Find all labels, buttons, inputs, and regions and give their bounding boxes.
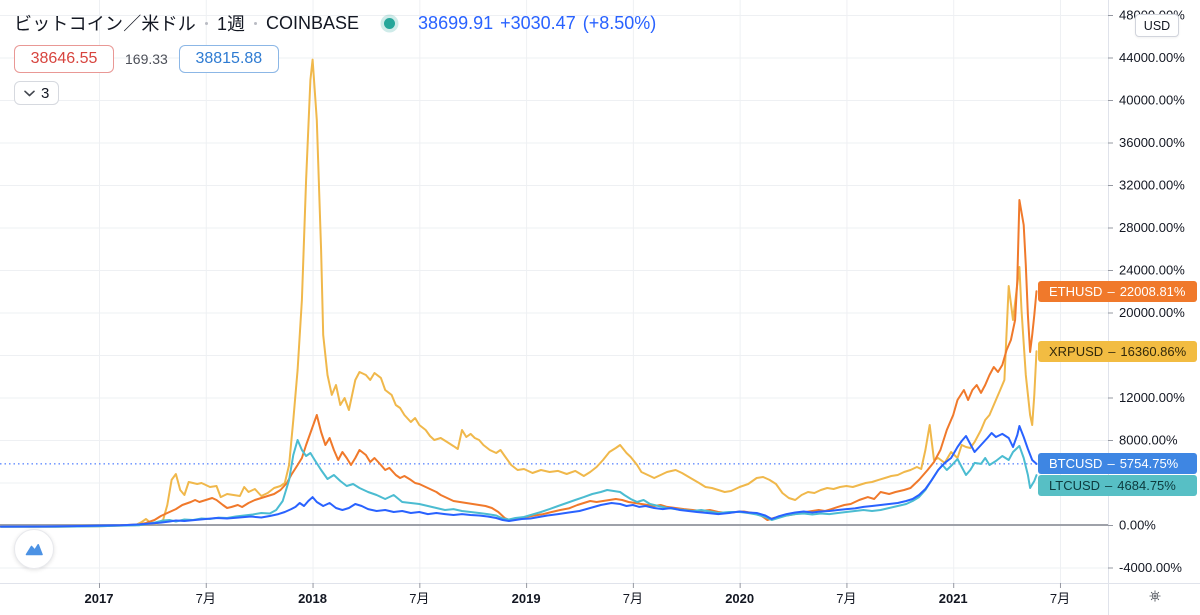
series-label-btcusd[interactable]: BTCUSD –5754.75% xyxy=(1038,453,1197,475)
y-axis-label: 20000.00% xyxy=(1119,305,1185,320)
last-price: 38699.91 xyxy=(418,12,494,33)
x-axis-label: 7月 xyxy=(196,591,216,606)
series-line-btcusd xyxy=(0,425,1038,528)
x-axis-label: 7月 xyxy=(623,591,643,606)
collapsed-indicators-count: 3 xyxy=(41,84,50,102)
series-name: ETHUSD xyxy=(1049,283,1103,299)
price-change-percent: (+8.50%) xyxy=(582,12,657,33)
gear-icon xyxy=(1149,590,1161,602)
y-axis-label: 28000.00% xyxy=(1119,220,1185,235)
y-axis-label: 8000.00% xyxy=(1119,432,1178,447)
y-axis-label: 0.00% xyxy=(1119,517,1156,532)
spread-value: 169.33 xyxy=(125,51,168,67)
series-name: BTCUSD xyxy=(1049,456,1103,472)
y-axis-label: 40000.00% xyxy=(1119,93,1185,108)
price-change: +3030.47 xyxy=(500,12,576,33)
series-axis-value: 16360.86% xyxy=(1120,343,1187,359)
bid-ask-row: 38646.55 169.33 38815.88 xyxy=(14,45,279,73)
y-axis-label: 32000.00% xyxy=(1119,178,1185,193)
currency-unit-button[interactable]: USD xyxy=(1135,14,1179,37)
series-label-xrpusd[interactable]: XRPUSD –16360.86% xyxy=(1038,340,1197,362)
x-axis-label: 7月 xyxy=(409,591,429,606)
y-axis-label: 44000.00% xyxy=(1119,50,1185,65)
collapsed-indicators-button[interactable]: 3 xyxy=(14,81,60,105)
symbol-header[interactable]: ビットコイン／米ドル 1週 COINBASE 38699.91 +3030.47… xyxy=(14,10,656,36)
series-name: XRPUSD xyxy=(1049,343,1104,359)
series-label-ethusd[interactable]: ETHUSD –22008.81% xyxy=(1038,280,1197,302)
gridlines xyxy=(0,0,1108,583)
x-axis-label: 7月 xyxy=(1050,591,1070,606)
x-axis-label: 7月 xyxy=(836,591,856,606)
tick-dash: – xyxy=(1107,456,1115,472)
x-axis-label: 2020 xyxy=(725,591,754,606)
series-axis-value: 4684.75% xyxy=(1117,477,1176,493)
series-axis-value: 5754.75% xyxy=(1119,456,1179,472)
separator-dot-icon xyxy=(205,21,208,25)
y-axis-label: 12000.00% xyxy=(1119,390,1185,405)
timezone-settings-button[interactable] xyxy=(1143,583,1167,609)
symbol-title[interactable]: ビットコイン／米ドル xyxy=(14,14,196,34)
exchange-label[interactable]: COINBASE xyxy=(266,12,360,33)
sell-price-button[interactable]: 38646.55 xyxy=(14,45,114,73)
time-axis[interactable]: 2017 7月 2018 7月 2019 7月 2020 7月 2021 7月 xyxy=(85,583,1071,606)
series-label-ltcusd[interactable]: LTCUSD –4684.75% xyxy=(1038,474,1197,496)
tick-dash: – xyxy=(1107,283,1115,299)
buy-price-button[interactable]: 38815.88 xyxy=(178,45,279,73)
chart-logo-button[interactable] xyxy=(14,529,54,569)
tick-dash: – xyxy=(1108,343,1116,359)
series-line-xrpusd xyxy=(0,58,1038,528)
x-axis-label: 2021 xyxy=(939,591,968,606)
y-axis-label: 24000.00% xyxy=(1119,263,1185,278)
series-axis-value: 22008.81% xyxy=(1119,283,1186,299)
separator-dot-icon xyxy=(254,21,258,25)
x-axis-label: 2018 xyxy=(298,591,327,606)
quote-values: 38699.91 +3030.47 (+8.50%) xyxy=(418,13,656,34)
x-axis-label: 2019 xyxy=(512,591,541,606)
market-status-dot-icon xyxy=(384,17,396,29)
area-chart-logo-icon xyxy=(25,544,43,556)
interval-label[interactable]: 1週 xyxy=(217,14,246,34)
x-axis-label: 2017 xyxy=(85,591,114,606)
series-name: LTCUSD xyxy=(1049,477,1101,493)
chevron-down-icon xyxy=(24,89,35,96)
y-axis-label: -4000.00% xyxy=(1119,560,1182,575)
y-axis-label: 36000.00% xyxy=(1119,135,1185,150)
series-line-ethusd xyxy=(0,199,1038,528)
tick-dash: – xyxy=(1105,477,1113,493)
